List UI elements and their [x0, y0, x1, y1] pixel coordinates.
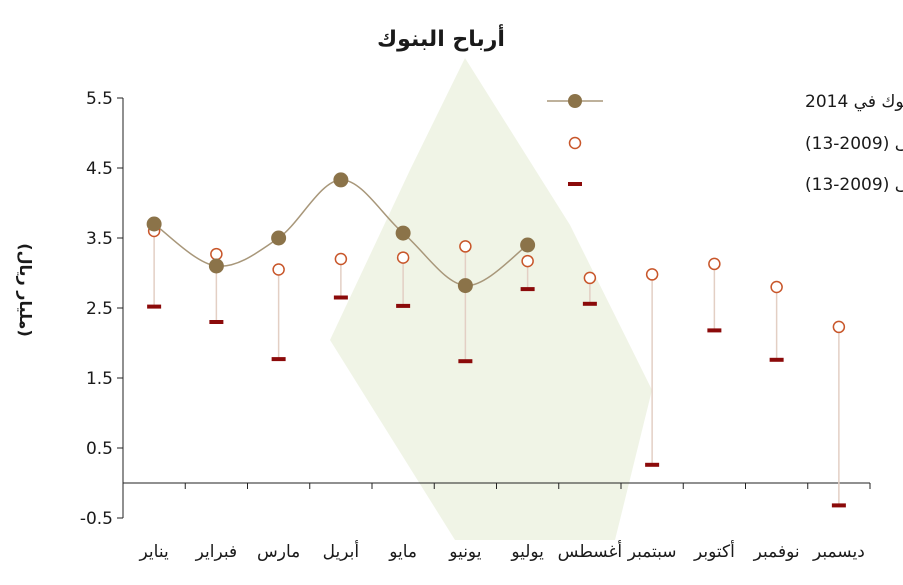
- high-circle-mark: [521, 254, 534, 268]
- low-dash-mark: [396, 303, 411, 308]
- legend-marker-low: [568, 182, 582, 186]
- high-circle-mark: [708, 257, 721, 271]
- y-tick-label: 0.5: [86, 439, 113, 459]
- high-circle-mark: [832, 320, 846, 334]
- low-dash-mark: [831, 503, 846, 508]
- point-2014: [520, 237, 536, 253]
- x-tick-label: مايو: [388, 542, 417, 562]
- y-axis-label: (مليار ريال): [16, 243, 35, 337]
- y-tick-label: -0.5: [80, 509, 113, 529]
- x-tick-label: نوفمبر: [753, 542, 800, 562]
- x-tick-label: مارس: [257, 542, 300, 562]
- legend-label: الحد الأعلى (2009-13): [805, 133, 903, 154]
- point-2014: [146, 216, 162, 232]
- low-dash-mark: [271, 357, 286, 362]
- x-axis: يناير فبراير مارس أبريل مايو يونيو يوليو أغسطس س…: [122, 482, 871, 562]
- high-circle-mark: [272, 263, 285, 276]
- legend: أرباح البنوك في 2014 الحد الأعلى (2009-13…: [547, 90, 903, 195]
- low-dash-mark: [147, 304, 162, 309]
- high-circle-mark: [645, 268, 659, 281]
- legend-label: أرباح البنوك في 2014: [805, 90, 903, 112]
- y-tick-label: 5.5: [86, 89, 113, 109]
- x-tick-label: يوليو: [510, 542, 544, 562]
- low-dash-mark: [769, 357, 784, 362]
- y-tick-label: 1.5: [86, 369, 113, 389]
- point-2014: [457, 278, 473, 294]
- low-dash-mark: [209, 320, 224, 324]
- y-tick-label: 2.5: [86, 299, 113, 319]
- range-lines: [153, 231, 840, 506]
- high-circle-mark: [770, 280, 783, 294]
- low-dash-mark: [520, 287, 535, 292]
- chart-title: أرباح البنوك: [377, 23, 505, 52]
- high-circle-mark: [459, 240, 472, 253]
- point-2014: [208, 258, 224, 274]
- x-tick-label: أغسطس: [558, 540, 622, 562]
- low-dash-mark: [582, 301, 597, 306]
- high-circle-mark: [210, 247, 223, 261]
- x-tick-label: سبتمبر: [627, 542, 677, 562]
- point-2014: [333, 172, 349, 188]
- low-dash-mark: [333, 295, 348, 300]
- point-2014: [395, 225, 411, 241]
- high-circle-mark: [334, 252, 348, 266]
- background-shape: [330, 58, 652, 540]
- x-tick-label: يناير: [139, 542, 169, 562]
- point-2014: [271, 230, 287, 246]
- x-tick-label: يونيو: [448, 542, 481, 562]
- x-tick-label: ديسمبر: [812, 542, 865, 562]
- x-tick-label: فبراير: [195, 542, 237, 562]
- low-dash-mark: [458, 359, 473, 364]
- low-dash-mark: [645, 462, 660, 467]
- y-tick-label: 3.5: [86, 229, 113, 249]
- legend-label: الحد الأدنى (2009-13): [805, 174, 903, 195]
- x-tick-label: أبريل: [323, 540, 359, 562]
- y-axis: 5.5 4.5 3.5 2.5 1.5 0.5 -0.5: [80, 89, 124, 529]
- x-tick-label: أكتوبر: [693, 540, 735, 562]
- marks: [146, 172, 846, 508]
- y-tick-label: 4.5: [86, 159, 113, 179]
- high-circle-mark: [583, 271, 597, 285]
- legend-marker-high: [568, 136, 582, 150]
- low-dash-mark: [707, 328, 722, 333]
- legend-marker-2014: [568, 94, 582, 108]
- high-circle-mark: [396, 251, 410, 264]
